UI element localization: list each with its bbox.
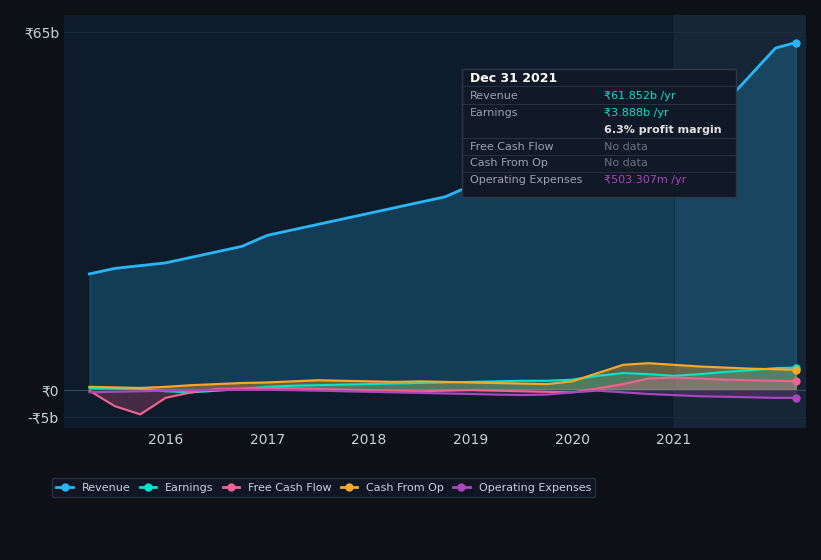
Text: ₹503.307m /yr: ₹503.307m /yr [604,175,686,185]
Text: Revenue: Revenue [470,91,519,101]
Text: Dec 31 2021: Dec 31 2021 [470,72,557,85]
Text: No data: No data [604,158,649,169]
Text: 6.3% profit margin: 6.3% profit margin [604,124,722,134]
Text: ₹61.852b /yr: ₹61.852b /yr [604,91,676,101]
Text: No data: No data [604,142,649,152]
Text: Earnings: Earnings [470,108,519,118]
Legend: Revenue, Earnings, Free Cash Flow, Cash From Op, Operating Expenses: Revenue, Earnings, Free Cash Flow, Cash … [52,478,595,497]
Bar [674,15,806,428]
Text: Free Cash Flow: Free Cash Flow [470,142,554,152]
Text: Cash From Op: Cash From Op [470,158,548,169]
Text: ₹3.888b /yr: ₹3.888b /yr [604,108,669,118]
Text: Operating Expenses: Operating Expenses [470,175,583,185]
